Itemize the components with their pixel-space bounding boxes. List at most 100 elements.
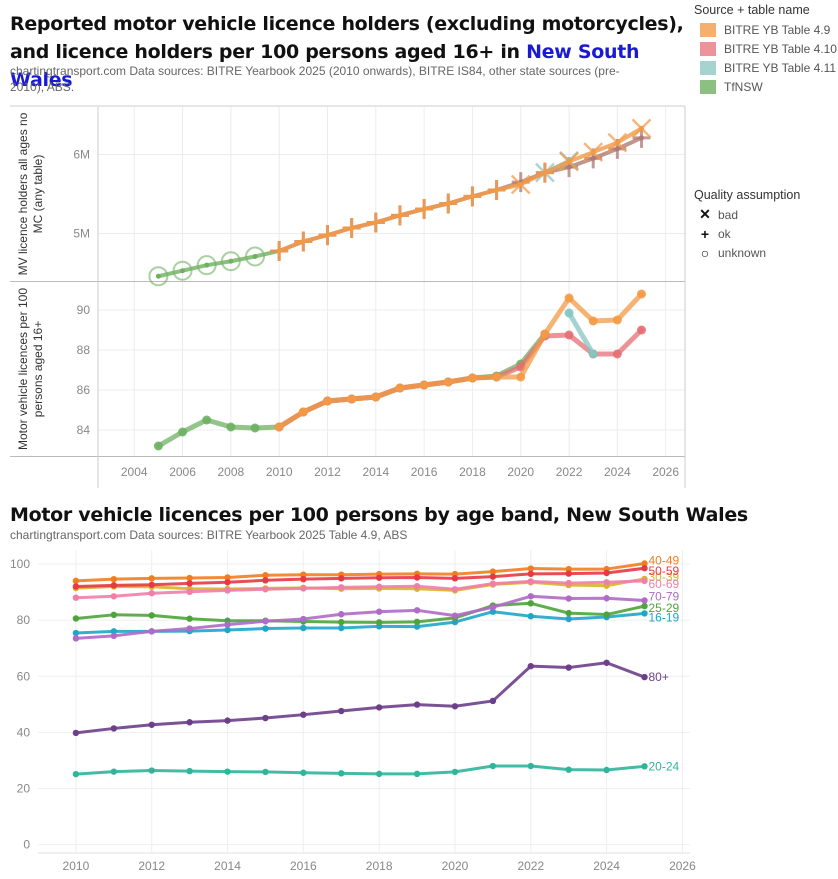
- y-tick-label: 6M: [73, 147, 90, 161]
- x-tick-label: 2022: [517, 859, 544, 873]
- series-line-bitre-yb-table-4-11: [566, 310, 596, 357]
- x-tick-label: 2014: [214, 859, 241, 873]
- data-point: [226, 422, 236, 432]
- bottom-chart-subtitle: chartingtransport.com Data sources: BITR…: [10, 528, 408, 542]
- data-point: [186, 580, 193, 587]
- data-point: [110, 575, 118, 583]
- data-point: [614, 140, 620, 146]
- data-point: [224, 621, 231, 628]
- data-point: [419, 380, 429, 390]
- data-point: [300, 769, 307, 776]
- data-point: [445, 200, 451, 206]
- x-tick-label: 2016: [290, 859, 317, 873]
- series-end-label: 60-69: [649, 577, 680, 591]
- legend-item-tfnsw[interactable]: TfNSW: [694, 77, 837, 96]
- legend-item-unknown[interactable]: ○ unknown: [694, 243, 800, 262]
- legend-label: BITRE YB Table 4.9: [724, 22, 831, 37]
- data-point: [375, 574, 383, 581]
- data-point: [516, 372, 526, 382]
- x-tick-label: 2020: [442, 859, 469, 873]
- data-point: [148, 581, 155, 588]
- legend-item-bitre-4-9[interactable]: BITRE YB Table 4.9: [694, 20, 837, 39]
- x-tick-label: 2012: [314, 465, 341, 479]
- y-tick-label: 60: [17, 669, 31, 683]
- y-tick-label: 0: [23, 838, 30, 852]
- x-tick-label: 2014: [362, 465, 389, 479]
- data-point: [451, 703, 459, 710]
- data-point: [641, 560, 648, 567]
- data-point: [300, 585, 307, 592]
- data-point: [373, 219, 379, 225]
- data-point: [224, 626, 231, 634]
- x-tick-label: 2016: [411, 465, 438, 479]
- data-point: [224, 717, 231, 724]
- data-point: [451, 575, 459, 582]
- y-tick-label: 88: [77, 343, 91, 357]
- series-line-80+: [75, 661, 646, 735]
- series-line-20-24: [75, 764, 645, 776]
- series-end-label: 20-24: [649, 759, 680, 773]
- data-point: [603, 766, 610, 774]
- data-point: [148, 628, 155, 635]
- legend-label: TfNSW: [724, 79, 763, 94]
- data-point: [413, 618, 421, 626]
- data-point: [527, 570, 534, 578]
- data-point: [300, 571, 307, 578]
- data-point: [262, 714, 269, 722]
- data-point: [375, 770, 383, 778]
- data-point: [300, 711, 307, 718]
- data-point: [338, 624, 345, 632]
- data-point: [110, 611, 118, 619]
- data-point: [262, 577, 269, 584]
- data-point: [588, 349, 598, 359]
- y-tick-label: 90: [77, 303, 91, 317]
- legend-item-bitre-4-10[interactable]: BITRE YB Table 4.10: [694, 39, 837, 58]
- legend-label: unknown: [718, 245, 767, 260]
- data-point: [527, 600, 534, 607]
- data-point: [375, 583, 383, 590]
- title-region-highlight[interactable]: New South Wales: [10, 41, 640, 91]
- y-tick-label: 40: [17, 725, 31, 739]
- y-axis-title-bottom: Motor vehicle licences per 100persons ag…: [16, 288, 45, 450]
- data-point: [527, 578, 534, 585]
- data-point: [338, 707, 345, 715]
- x-tick-label: 2020: [507, 465, 534, 479]
- data-point: [204, 262, 210, 268]
- data-point: [110, 632, 118, 640]
- x-tick-label: 2018: [459, 465, 486, 479]
- legend-item-bad[interactable]: ✕ bad: [694, 205, 800, 224]
- top-chart-subtitle: chartingtransport.com Data sources: BITR…: [10, 64, 620, 94]
- data-point: [641, 602, 648, 610]
- x-tick-label: 2024: [593, 859, 620, 873]
- data-point: [338, 618, 345, 626]
- x-tick-label: 2026: [652, 465, 679, 479]
- data-point: [338, 584, 345, 591]
- data-point: [375, 619, 383, 626]
- data-point: [565, 615, 572, 623]
- data-point: [527, 662, 534, 670]
- x-tick-label: 2004: [121, 465, 148, 479]
- data-point: [564, 308, 574, 318]
- data-point: [72, 629, 80, 637]
- data-point: [274, 422, 284, 432]
- y-tick-label: 80: [17, 613, 31, 627]
- data-point: [110, 593, 118, 600]
- data-point: [395, 383, 405, 393]
- legend-item-ok[interactable]: + ok: [694, 224, 800, 243]
- data-point: [349, 225, 355, 231]
- legend-item-bitre-4-11[interactable]: BITRE YB Table 4.11: [694, 58, 837, 77]
- data-point: [375, 608, 383, 615]
- data-point: [527, 762, 534, 770]
- legend-swatch: [700, 79, 716, 94]
- series-line-bitre-yb-table-4-9: [276, 291, 645, 430]
- data-point: [489, 762, 497, 770]
- y-tick-label: 20: [17, 781, 31, 795]
- data-point: [186, 767, 193, 775]
- data-point: [566, 164, 572, 170]
- data-point: [338, 770, 345, 777]
- data-point: [72, 583, 80, 590]
- data-point: [148, 767, 155, 774]
- data-point: [565, 595, 572, 602]
- data-point: [148, 590, 155, 597]
- data-point: [186, 588, 193, 596]
